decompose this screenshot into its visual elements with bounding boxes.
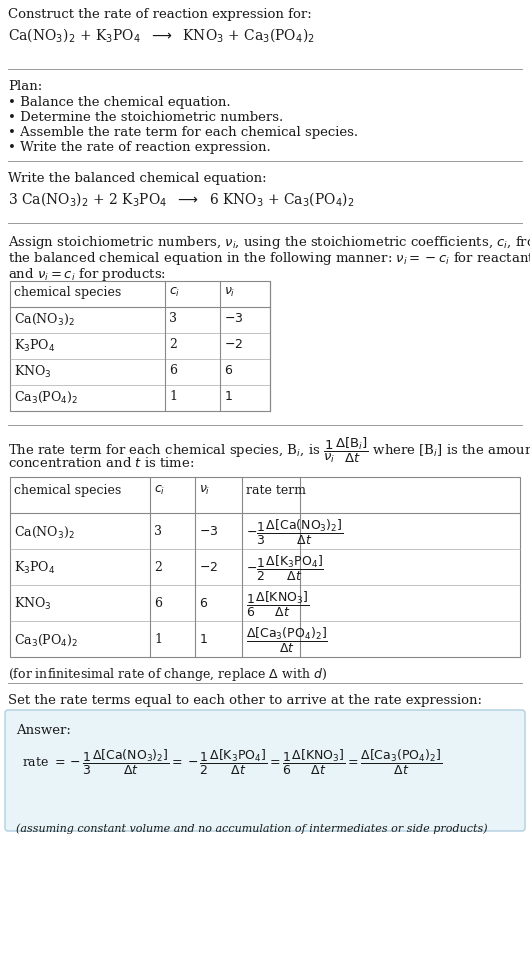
FancyBboxPatch shape bbox=[5, 710, 525, 831]
Text: 1: 1 bbox=[154, 633, 162, 646]
Text: 3: 3 bbox=[154, 525, 162, 538]
Text: Set the rate terms equal to each other to arrive at the rate expression:: Set the rate terms equal to each other t… bbox=[8, 694, 482, 706]
Text: $1$: $1$ bbox=[199, 633, 208, 646]
Text: Answer:: Answer: bbox=[16, 723, 71, 737]
Text: 3 Ca(NO$_3$)$_2$ + 2 K$_3$PO$_4$  $\longrightarrow$  6 KNO$_3$ + Ca$_3$(PO$_4$)$: 3 Ca(NO$_3$)$_2$ + 2 K$_3$PO$_4$ $\longr… bbox=[8, 190, 355, 207]
Text: Ca$_3$(PO$_4$)$_2$: Ca$_3$(PO$_4$)$_2$ bbox=[14, 390, 78, 404]
Text: Ca(NO$_3$)$_2$: Ca(NO$_3$)$_2$ bbox=[14, 524, 75, 539]
Text: K$_3$PO$_4$: K$_3$PO$_4$ bbox=[14, 338, 55, 354]
Text: The rate term for each chemical species, B$_i$, is $\dfrac{1}{\nu_i}\dfrac{\Delt: The rate term for each chemical species,… bbox=[8, 436, 530, 465]
Text: Write the balanced chemical equation:: Write the balanced chemical equation: bbox=[8, 172, 267, 185]
Bar bbox=[10, 281, 270, 411]
Text: (for infinitesimal rate of change, replace $\Delta$ with $d$): (for infinitesimal rate of change, repla… bbox=[8, 665, 327, 682]
Text: rate term: rate term bbox=[246, 484, 306, 496]
Text: (assuming constant volume and no accumulation of intermediates or side products): (assuming constant volume and no accumul… bbox=[16, 823, 488, 832]
Text: 6: 6 bbox=[154, 597, 162, 610]
Text: $-2$: $-2$ bbox=[224, 338, 243, 351]
Text: $1$: $1$ bbox=[224, 390, 233, 403]
Text: $6$: $6$ bbox=[224, 363, 233, 376]
Text: • Write the rate of reaction expression.: • Write the rate of reaction expression. bbox=[8, 141, 271, 153]
Text: $\dfrac{\Delta[\mathrm{Ca_3(PO_4)_2}]}{\Delta t}$: $\dfrac{\Delta[\mathrm{Ca_3(PO_4)_2}]}{\… bbox=[246, 625, 328, 654]
Text: chemical species: chemical species bbox=[14, 484, 121, 496]
Text: $\nu_i$: $\nu_i$ bbox=[199, 484, 210, 496]
Text: $-\dfrac{1}{3}\dfrac{\Delta[\mathrm{Ca(NO_3)_2}]}{\Delta t}$: $-\dfrac{1}{3}\dfrac{\Delta[\mathrm{Ca(N… bbox=[246, 517, 343, 546]
Text: Ca(NO$_3$)$_2$: Ca(NO$_3$)$_2$ bbox=[14, 312, 75, 327]
Text: 2: 2 bbox=[154, 561, 162, 573]
Text: $-3$: $-3$ bbox=[224, 312, 243, 324]
Text: • Determine the stoichiometric numbers.: • Determine the stoichiometric numbers. bbox=[8, 110, 283, 124]
Text: 2: 2 bbox=[169, 338, 177, 351]
Text: $6$: $6$ bbox=[199, 597, 208, 610]
Text: $c_i$: $c_i$ bbox=[169, 285, 180, 299]
Text: Ca(NO$_3$)$_2$ + K$_3$PO$_4$  $\longrightarrow$  KNO$_3$ + Ca$_3$(PO$_4$)$_2$: Ca(NO$_3$)$_2$ + K$_3$PO$_4$ $\longright… bbox=[8, 26, 315, 44]
Text: 3: 3 bbox=[169, 312, 177, 324]
Text: $c_i$: $c_i$ bbox=[154, 484, 165, 496]
Text: 1: 1 bbox=[169, 390, 177, 403]
Text: and $\nu_i = c_i$ for products:: and $\nu_i = c_i$ for products: bbox=[8, 266, 166, 282]
Text: • Assemble the rate term for each chemical species.: • Assemble the rate term for each chemic… bbox=[8, 126, 358, 139]
Text: 6: 6 bbox=[169, 363, 177, 376]
Text: KNO$_3$: KNO$_3$ bbox=[14, 363, 51, 380]
Text: $-3$: $-3$ bbox=[199, 525, 218, 538]
Text: • Balance the chemical equation.: • Balance the chemical equation. bbox=[8, 96, 231, 108]
Text: $-\dfrac{1}{2}\dfrac{\Delta[\mathrm{K_3PO_4}]}{\Delta t}$: $-\dfrac{1}{2}\dfrac{\Delta[\mathrm{K_3P… bbox=[246, 553, 324, 582]
Text: KNO$_3$: KNO$_3$ bbox=[14, 595, 51, 612]
Text: Assign stoichiometric numbers, $\nu_i$, using the stoichiometric coefficients, $: Assign stoichiometric numbers, $\nu_i$, … bbox=[8, 234, 530, 251]
Text: $\dfrac{1}{6}\dfrac{\Delta[\mathrm{KNO_3}]}{\Delta t}$: $\dfrac{1}{6}\dfrac{\Delta[\mathrm{KNO_3… bbox=[246, 589, 309, 617]
Text: rate $= -\dfrac{1}{3}\dfrac{\Delta[\mathrm{Ca(NO_3)_2}]}{\Delta t}= -\dfrac{1}{2: rate $= -\dfrac{1}{3}\dfrac{\Delta[\math… bbox=[22, 747, 443, 776]
Text: chemical species: chemical species bbox=[14, 285, 121, 299]
Text: concentration and $t$ is time:: concentration and $t$ is time: bbox=[8, 455, 195, 470]
Text: K$_3$PO$_4$: K$_3$PO$_4$ bbox=[14, 560, 55, 575]
Text: Construct the rate of reaction expression for:: Construct the rate of reaction expressio… bbox=[8, 8, 312, 21]
Text: $\nu_i$: $\nu_i$ bbox=[224, 285, 235, 299]
Bar bbox=[10, 478, 520, 658]
Text: the balanced chemical equation in the following manner: $\nu_i = -c_i$ for react: the balanced chemical equation in the fo… bbox=[8, 250, 530, 267]
Text: Ca$_3$(PO$_4$)$_2$: Ca$_3$(PO$_4$)$_2$ bbox=[14, 632, 78, 647]
Text: Plan:: Plan: bbox=[8, 80, 42, 93]
Text: $-2$: $-2$ bbox=[199, 561, 218, 573]
